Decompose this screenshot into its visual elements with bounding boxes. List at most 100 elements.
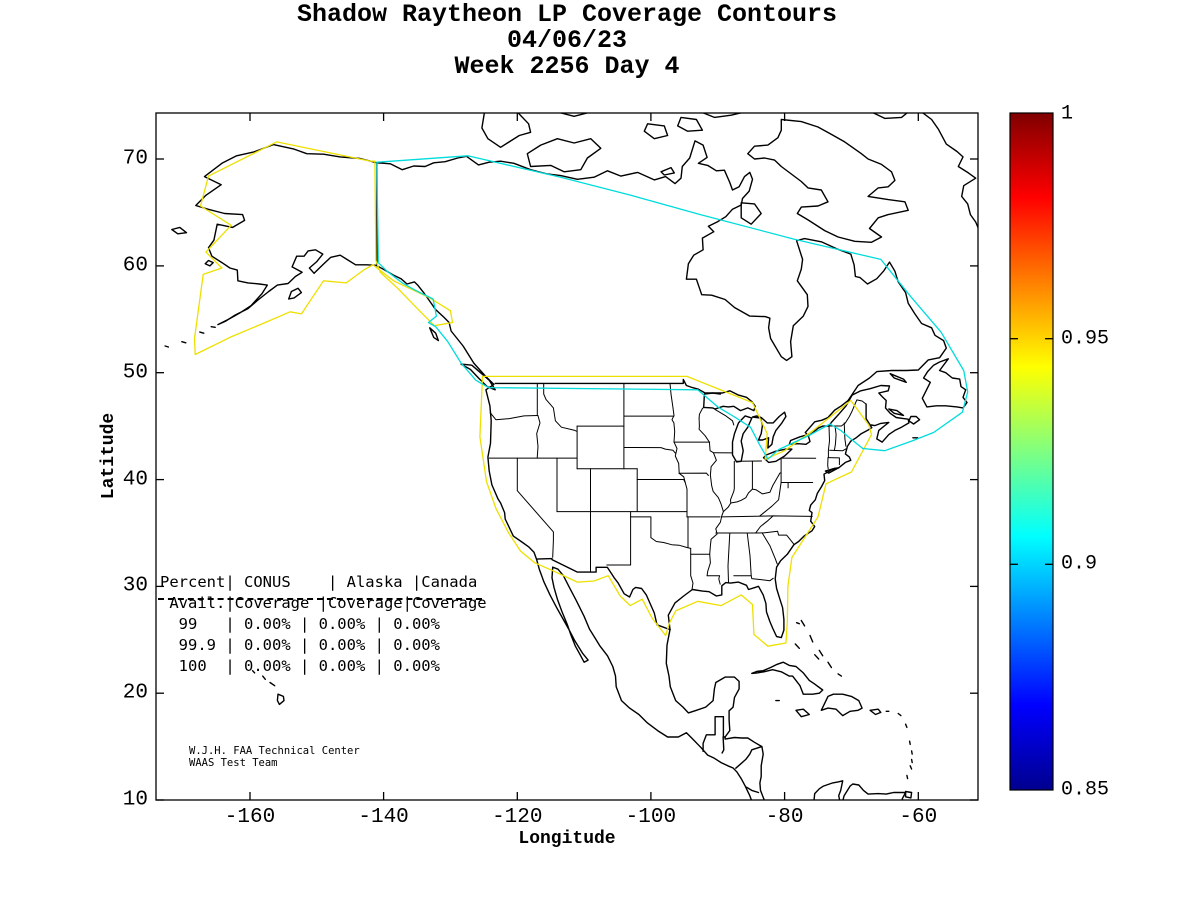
state-line: [673, 441, 680, 474]
colorbar-tick-label: 0.9: [1061, 552, 1098, 576]
state-line: [730, 460, 735, 504]
hawaii: [269, 681, 276, 687]
island-hispaniola: [820, 693, 863, 717]
axes-box: [155, 112, 979, 801]
state-line: [733, 575, 774, 582]
island-kodiak: [288, 287, 303, 300]
border-49th: [494, 378, 722, 395]
credit-text: W.J.H. FAA Technical Center WAAS Test Te…: [189, 745, 360, 769]
state-line: [650, 537, 692, 549]
coast-greenland: [921, 113, 978, 230]
state-line: [755, 515, 774, 534]
state-line: [761, 532, 778, 565]
hawaii: [276, 693, 285, 706]
border-belize-guatemala: [722, 716, 726, 738]
x-tick-label: -140: [358, 806, 409, 829]
state-line: [698, 418, 724, 577]
colorbar-tick-label: 0.95: [1061, 327, 1110, 351]
lesser-antilles: [897, 712, 902, 717]
island-victoria: [526, 138, 602, 173]
state-line: [698, 406, 705, 420]
contour-cyan-outer: [376, 155, 969, 460]
aleutians: [181, 341, 187, 344]
credit-line2: WAAS Test Team: [189, 756, 278, 769]
credit-line1: W.J.H. FAA Technical Center: [189, 744, 360, 757]
island-vancouver: [460, 363, 496, 391]
island-ellesmere-edge: [871, 113, 909, 120]
state-line: [630, 516, 652, 539]
x-tick-label: -120: [492, 806, 543, 829]
y-tick-label: 20: [122, 681, 148, 705]
state-line: [759, 482, 782, 517]
state-line: [690, 547, 694, 590]
y-tick-label: 50: [122, 361, 148, 385]
island-long-island: [824, 467, 840, 474]
state-line: [623, 447, 676, 454]
y-tick-label: 70: [122, 147, 148, 171]
map-layers: [164, 113, 978, 800]
plot-title: Shadow Raytheon LP Coverage Contours: [296, 0, 838, 29]
border-us-mexico: [535, 557, 671, 631]
state-line: [536, 415, 541, 459]
state-line: [827, 457, 840, 466]
lesser-antilles: [904, 723, 908, 729]
hawaii: [251, 670, 256, 674]
state-line: [678, 472, 688, 518]
state-line: [516, 457, 554, 558]
table-header-underline: [158, 598, 482, 600]
border-honduras-nicaragua: [735, 745, 763, 769]
colorbar-tick-marks: [1010, 338, 1053, 565]
island-southampton: [740, 202, 762, 225]
x-tick-label: -100: [625, 806, 677, 829]
island-turks: [837, 673, 843, 677]
state-line: [843, 422, 847, 447]
border-guatemala-mexico: [702, 716, 725, 753]
coast-st-lawrence-maritimes: [808, 384, 910, 443]
y-tick-label: 10: [122, 788, 148, 812]
bahamas: [827, 661, 833, 669]
state-line: [722, 472, 782, 513]
state-line: [489, 412, 539, 421]
state-line: [755, 530, 795, 546]
lesser-antilles: [908, 740, 911, 746]
island-st-lawrence: [171, 226, 188, 235]
x-tick-label: -60: [899, 806, 938, 829]
coast-gulf-atlantic: [667, 403, 873, 639]
colorbar: [1009, 112, 1054, 791]
state-line: [706, 575, 721, 585]
colorbar-tick-label: 1: [1061, 102, 1074, 126]
state-line: [833, 425, 837, 451]
island-newfoundland: [921, 358, 968, 409]
bahamas: [818, 649, 824, 657]
lake-michigan: [731, 415, 753, 463]
aleutians: [210, 326, 216, 328]
y-tick-label: 40: [122, 468, 148, 492]
island-trinidad: [904, 790, 913, 799]
hawaii: [262, 675, 266, 680]
y-tick-label: 60: [122, 254, 148, 278]
lake-ontario: [788, 433, 811, 445]
state-line: [727, 532, 731, 584]
y-tick-label: 30: [122, 574, 148, 598]
island-pei: [888, 408, 905, 417]
coast-canada: [376, 140, 947, 437]
border-guatemala-honduras: [721, 736, 725, 754]
lesser-antilles: [909, 765, 913, 770]
island-king-william: [660, 166, 675, 176]
bahamas: [794, 643, 800, 649]
lesser-antilles: [910, 758, 913, 764]
island-prince-of-wales: [643, 123, 669, 140]
border-nicaragua-costa-rica: [745, 786, 760, 794]
island-haida-gwaii: [429, 327, 440, 342]
state-line: [746, 532, 752, 577]
bahamas: [800, 619, 806, 627]
colorbar-tick-label: 0.85: [1061, 778, 1110, 802]
bahamas: [809, 634, 814, 643]
x-axis-label: Longitude: [518, 829, 616, 849]
contour-yellow-alaska: [193, 141, 454, 356]
x-tick-label: -160: [224, 806, 276, 829]
bahamas: [814, 654, 820, 660]
plot-week-day: Week 2256 Day 4: [454, 52, 680, 81]
island-nunivak: [204, 259, 214, 267]
